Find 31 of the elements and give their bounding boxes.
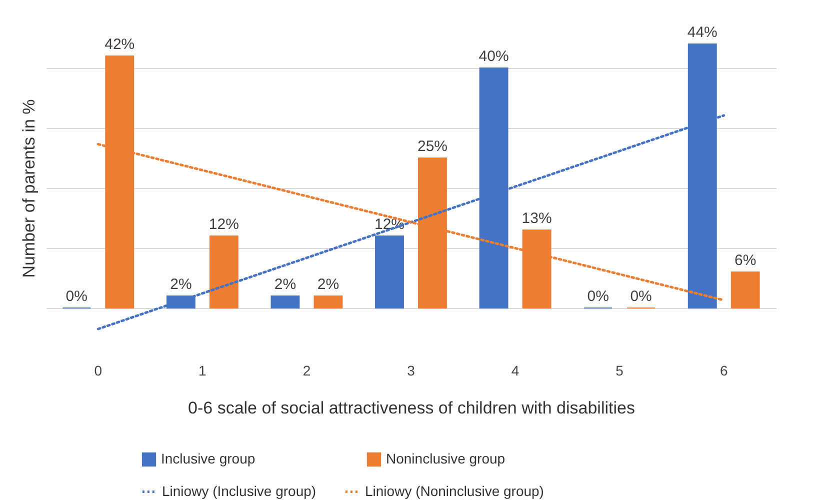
bar [314, 296, 343, 308]
data-label: 2% [170, 276, 192, 293]
data-label: 2% [317, 276, 340, 293]
data-label: 13% [522, 210, 552, 227]
x-tick-label: 1 [198, 362, 207, 378]
data-label: 40% [478, 48, 509, 65]
x-axis-title: 0-6 scale of social attractiveness of children with disabilities [188, 398, 635, 418]
data-label: 0% [630, 288, 652, 305]
legend-label: Noninclusive group [386, 450, 506, 466]
bar [209, 236, 238, 308]
x-tick-label: 2 [302, 362, 311, 378]
legend-label: Liniowy (Inclusive group) [162, 482, 316, 499]
x-tick-label: 6 [720, 362, 728, 378]
data-label: 42% [104, 36, 135, 53]
x-tick-label: 4 [511, 362, 520, 378]
data-label: 0% [66, 288, 88, 305]
bar [270, 296, 300, 308]
x-tick-label: 0 [94, 362, 102, 378]
data-label: 2% [274, 276, 296, 293]
x-tick-label: 5 [616, 362, 624, 378]
data-label: 25% [417, 138, 448, 155]
legend-label: Liniowy (Noninclusive group) [365, 482, 544, 499]
bar [730, 272, 760, 308]
y-axis-title: Number of parents in % [20, 99, 38, 278]
bar [375, 236, 404, 308]
data-label: 0% [587, 288, 609, 305]
data-label: 44% [687, 24, 718, 41]
legend-label: Inclusive group [161, 450, 256, 466]
data-label: 12% [208, 216, 239, 233]
x-tick-label: 3 [407, 362, 416, 378]
data-label: 6% [734, 252, 756, 269]
